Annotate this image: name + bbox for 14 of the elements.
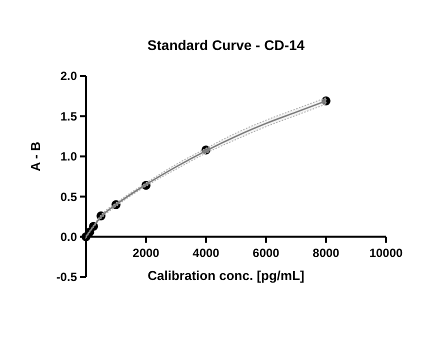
y-tick-label: -0.5 <box>56 270 78 284</box>
y-tick-label: 0.0 <box>60 230 78 244</box>
y-tick-label: 1.5 <box>60 109 78 124</box>
y-tick-label: 2.0 <box>60 69 78 84</box>
x-tick-label: 6000 <box>252 246 280 260</box>
x-tick-label: 4000 <box>192 246 220 260</box>
x-axis-title: Calibration conc. [pg/mL] <box>148 268 304 283</box>
x-tick-label: 10000 <box>369 246 404 260</box>
x-tick-label: 2000 <box>132 246 160 260</box>
y-axis-title: A - B <box>28 142 43 172</box>
y-tick-label: 1.0 <box>60 150 78 164</box>
y-tick-label: 0.5 <box>60 190 78 204</box>
x-tick-label: 8000 <box>312 246 340 260</box>
chart-title: Standard Curve - CD-14 <box>147 37 305 53</box>
